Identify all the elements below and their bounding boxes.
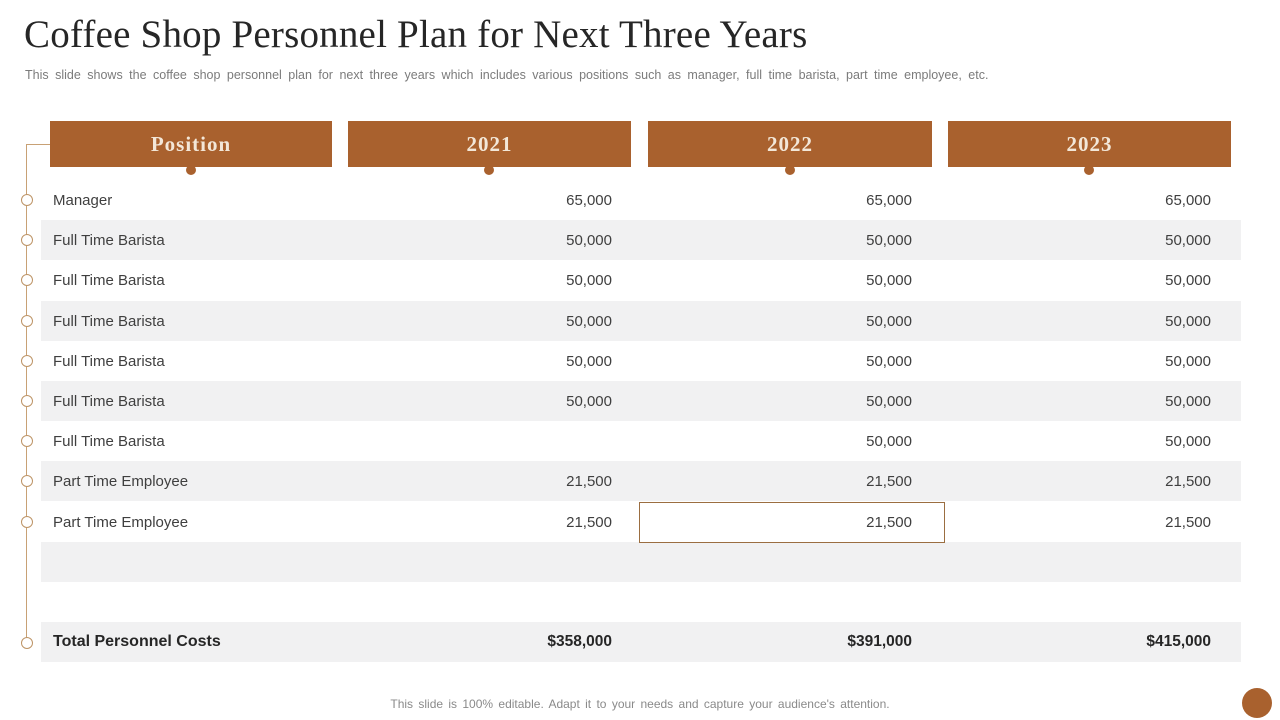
table-row: Full Time Barista 50,000 50,000 50,000 [41, 341, 1241, 381]
cell-2021: 50,000 [566, 392, 612, 410]
row-connector-node [21, 274, 33, 286]
table-row: Full Time Barista 50,000 50,000 50,000 [41, 260, 1241, 300]
cell-position: Manager [53, 191, 113, 209]
page-subtitle: This slide shows the coffee shop personn… [25, 68, 989, 82]
table-row: Part Time Employee 21,500 21,500 21,500 [41, 502, 1241, 542]
cell-2021: 50,000 [566, 312, 612, 330]
cell-position: Full Time Barista [53, 231, 165, 249]
header-dot [186, 165, 196, 175]
table-row-empty [41, 542, 1241, 582]
cell-2022: 65,000 [866, 191, 912, 209]
table-row: Full Time Barista 50,000 50,000 50,000 [41, 220, 1241, 260]
cell-2023: 65,000 [1165, 191, 1211, 209]
cell-2023: 50,000 [1165, 392, 1211, 410]
row-connector-node [21, 194, 33, 206]
table-row: Full Time Barista 50,000 50,000 50,000 [41, 301, 1241, 341]
col-header-position: Position [50, 121, 332, 167]
row-connector-node [21, 637, 33, 649]
cell-position: Full Time Barista [53, 312, 165, 330]
cell-position: Full Time Barista [53, 271, 165, 289]
header-dot [1084, 165, 1094, 175]
cell-position: Part Time Employee [53, 513, 189, 531]
row-connector-node [21, 435, 33, 447]
page-title: Coffee Shop Personnel Plan for Next Thre… [24, 13, 808, 56]
row-connector-node [21, 234, 33, 246]
cell-2022-highlighted: 21,500 [866, 513, 912, 531]
row-connector-node [21, 516, 33, 528]
total-2021: $358,000 [547, 633, 612, 650]
cell-2021: 65,000 [566, 191, 612, 209]
cell-2022: 50,000 [866, 392, 912, 410]
col-header-2021: 2021 [348, 121, 631, 167]
cell-2023: 50,000 [1165, 352, 1211, 370]
col-header-2022: 2022 [648, 121, 932, 167]
connector-vertical-line [26, 144, 27, 643]
cell-2023: 50,000 [1165, 271, 1211, 289]
cell-position: Full Time Barista [53, 432, 165, 450]
total-2022: $391,000 [847, 633, 912, 650]
editable-note: This slide is 100% editable. Adapt it to… [390, 697, 890, 711]
cell-2022: 50,000 [866, 271, 912, 289]
row-connector-node [21, 315, 33, 327]
header-dot [484, 165, 494, 175]
cell-position: Full Time Barista [53, 352, 165, 370]
cell-2021: 50,000 [566, 271, 612, 289]
cell-2022: 50,000 [866, 312, 912, 330]
cell-2022: 21,500 [866, 472, 912, 490]
row-connector-node [21, 395, 33, 407]
col-header-2023: 2023 [948, 121, 1231, 167]
header-dot [785, 165, 795, 175]
cell-2023: 21,500 [1165, 513, 1211, 531]
table-row-total: Total Personnel Costs $358,000 $391,000 … [41, 622, 1241, 662]
total-2023: $415,000 [1146, 633, 1211, 650]
table-row: Part Time Employee 21,500 21,500 21,500 [41, 461, 1241, 501]
table-row: Manager 65,000 65,000 65,000 [41, 180, 1241, 220]
cell-2022: 50,000 [866, 432, 912, 450]
cell-2023: 50,000 [1165, 312, 1211, 330]
table-row: Full Time Barista 50,000 50,000 50,000 [41, 381, 1241, 421]
total-label: Total Personnel Costs [53, 633, 221, 650]
connector-horizontal-stub [26, 144, 50, 145]
row-connector-node [21, 355, 33, 367]
cell-position: Part Time Employee [53, 472, 189, 490]
cell-2022: 50,000 [866, 352, 912, 370]
cell-2021: 50,000 [566, 352, 612, 370]
cell-2021: 21,500 [566, 513, 612, 531]
cell-2022: 50,000 [866, 231, 912, 249]
cell-position: Full Time Barista [53, 392, 165, 410]
table-row: Full Time Barista 50,000 50,000 [41, 421, 1241, 461]
cell-2023: 50,000 [1165, 432, 1211, 450]
row-connector-node [21, 475, 33, 487]
cell-2023: 50,000 [1165, 231, 1211, 249]
corner-accent-dot [1242, 688, 1272, 718]
cell-2023: 21,500 [1165, 472, 1211, 490]
cell-2021: 50,000 [566, 231, 612, 249]
cell-2021: 21,500 [566, 472, 612, 490]
